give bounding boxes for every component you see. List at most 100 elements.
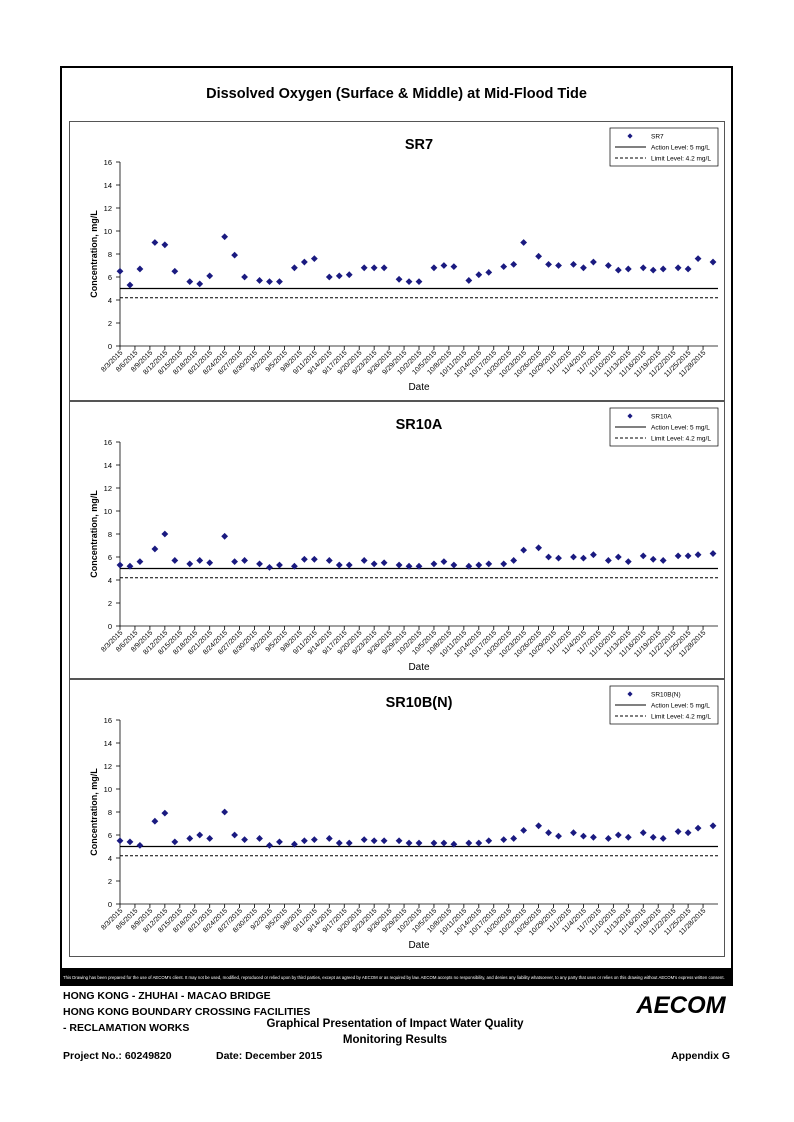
data-point xyxy=(335,272,343,280)
x-axis-label: Date xyxy=(408,382,430,393)
chart-panel-sr10a: SR10A 0 2 4 6 8 10 12 14 16 Concentration, mg/L 8/3… xyxy=(69,401,725,679)
data-point xyxy=(659,265,667,273)
data-point xyxy=(614,553,622,561)
data-point xyxy=(604,557,612,564)
data-point xyxy=(161,530,169,538)
y-tick-label: 0 xyxy=(108,622,112,631)
data-point xyxy=(694,255,702,262)
y-tick-label: 8 xyxy=(108,808,112,817)
data-point xyxy=(370,264,378,272)
data-point xyxy=(380,559,388,567)
data-point xyxy=(291,840,298,848)
data-point xyxy=(360,557,368,564)
data-point xyxy=(370,837,378,845)
data-point xyxy=(440,839,448,847)
legend: SR7 Action Level: 5 mg/L Limit Level: 4.2 … xyxy=(609,127,719,167)
data-point xyxy=(694,551,702,559)
data-point xyxy=(380,837,388,845)
data-point xyxy=(116,837,124,845)
data-point xyxy=(500,263,508,271)
y-tick-label: 0 xyxy=(108,900,112,909)
data-point xyxy=(520,827,528,834)
y-tick-label: 2 xyxy=(108,599,112,608)
drawing-date: Date: December 2015 xyxy=(216,1050,323,1062)
data-point xyxy=(136,265,144,273)
data-point xyxy=(639,829,647,837)
data-point xyxy=(266,563,273,571)
data-point xyxy=(231,558,239,565)
data-point xyxy=(485,837,493,845)
data-point xyxy=(450,263,458,271)
appendix-label: Appendix G xyxy=(671,1050,730,1062)
data-point xyxy=(684,829,692,837)
data-point xyxy=(405,839,413,847)
data-point xyxy=(545,260,552,268)
data-point xyxy=(310,836,318,843)
data-point xyxy=(545,553,552,561)
y-tick-label: 14 xyxy=(104,181,112,190)
data-point xyxy=(291,264,298,272)
data-point xyxy=(395,275,403,283)
data-point xyxy=(430,560,438,568)
data-point xyxy=(151,239,159,246)
data-point xyxy=(221,532,229,540)
data-point xyxy=(276,561,283,569)
data-point xyxy=(590,833,597,841)
data-point xyxy=(709,258,717,266)
y-tick-label: 6 xyxy=(108,831,112,840)
data-point xyxy=(395,561,403,569)
project-name-line2: HONG KONG BOUNDARY CROSSING FACILITIES xyxy=(63,1006,311,1018)
legend-label: Action Level: 5 mg/L xyxy=(651,145,710,152)
data-point xyxy=(465,562,473,570)
data-point xyxy=(360,264,368,272)
data-point xyxy=(475,271,483,279)
data-point xyxy=(256,560,263,568)
data-point xyxy=(300,258,308,266)
data-point xyxy=(395,837,403,845)
chart-title: SR7 xyxy=(405,137,433,153)
data-point xyxy=(709,550,717,557)
data-point xyxy=(674,264,682,272)
legend: SR10B(N) Action Level: 5 mg/L Limit Level:… xyxy=(609,685,719,725)
data-point xyxy=(440,262,448,269)
legend-label: SR10B(N) xyxy=(651,692,681,699)
legend-marker xyxy=(627,691,633,697)
data-point xyxy=(465,839,473,847)
data-point xyxy=(485,269,493,276)
data-point xyxy=(535,544,542,552)
y-axis-label: Concentration, mg/L xyxy=(89,210,99,298)
data-point xyxy=(136,841,144,849)
drawing-title-line1: Graphical Presentation of Impact Water Q… xyxy=(266,1018,524,1030)
data-point xyxy=(639,264,647,272)
data-point xyxy=(325,273,333,281)
data-point xyxy=(520,239,528,246)
aecom-logo: AECOM xyxy=(635,992,726,1018)
data-point xyxy=(291,562,298,570)
data-point xyxy=(450,561,458,569)
data-point xyxy=(624,558,632,565)
data-point xyxy=(545,829,552,837)
data-point xyxy=(266,841,273,849)
data-point xyxy=(440,558,448,565)
data-point xyxy=(535,822,542,830)
data-point xyxy=(126,562,134,570)
data-point xyxy=(520,546,528,554)
data-point xyxy=(510,835,518,842)
aecom-logo-text: AECOM xyxy=(635,992,726,1018)
data-point xyxy=(555,832,562,840)
data-point xyxy=(206,835,214,842)
data-point xyxy=(580,832,587,840)
data-point xyxy=(221,233,229,241)
data-point xyxy=(256,835,263,842)
disclaimer-bar: This Drawing has been prepared for the u… xyxy=(60,970,733,986)
data-point xyxy=(241,836,248,843)
data-point xyxy=(580,264,587,272)
data-point xyxy=(186,560,194,568)
data-point xyxy=(276,838,283,846)
chart-sr10b-n: SR10B(N) 0 2 4 6 8 10 12 14 16 Concentration, mg/L… xyxy=(89,685,719,951)
data-point xyxy=(206,272,214,280)
data-point xyxy=(570,260,577,268)
legend-label: Limit Level: 4.2 mg/L xyxy=(651,714,711,721)
legend-label: Limit Level: 4.2 mg/L xyxy=(651,436,711,443)
